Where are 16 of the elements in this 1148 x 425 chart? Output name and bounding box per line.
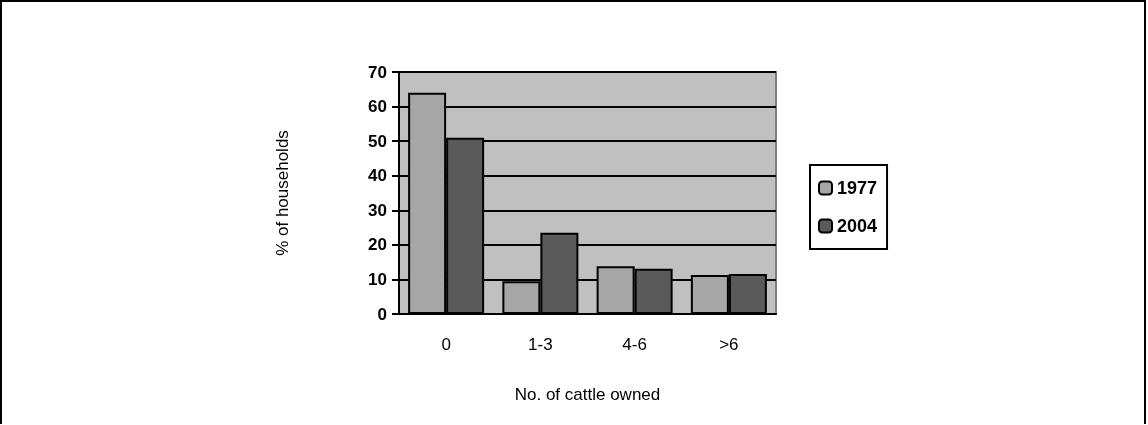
x-tick-label: 4-6 bbox=[622, 335, 647, 354]
x-axis-title: No. of cattle owned bbox=[514, 385, 661, 404]
y-tick-label: 10 bbox=[368, 269, 387, 289]
y-tick-label: 40 bbox=[368, 166, 387, 186]
y-tick-label: 20 bbox=[368, 235, 387, 255]
y-tick-label: 70 bbox=[368, 62, 387, 82]
x-tick-label: >6 bbox=[719, 335, 739, 354]
y-tick-label: 0 bbox=[377, 304, 387, 324]
legend-label: 2004 bbox=[837, 216, 878, 236]
x-tick-label: 1-3 bbox=[528, 335, 553, 354]
y-tick-label: 60 bbox=[368, 97, 387, 117]
y-axis-title: % of households bbox=[273, 130, 292, 256]
y-tick-label: 30 bbox=[368, 200, 387, 220]
legend-label: 1977 bbox=[837, 178, 878, 198]
y-tick-label: 50 bbox=[368, 131, 387, 151]
x-tick-label: 0 bbox=[441, 335, 451, 354]
